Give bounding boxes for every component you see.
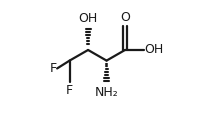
Text: O: O <box>120 11 130 24</box>
Text: NH₂: NH₂ <box>95 86 118 99</box>
Text: OH: OH <box>78 12 98 25</box>
Text: OH: OH <box>144 43 164 57</box>
Text: F: F <box>66 84 73 97</box>
Text: F: F <box>50 62 57 75</box>
